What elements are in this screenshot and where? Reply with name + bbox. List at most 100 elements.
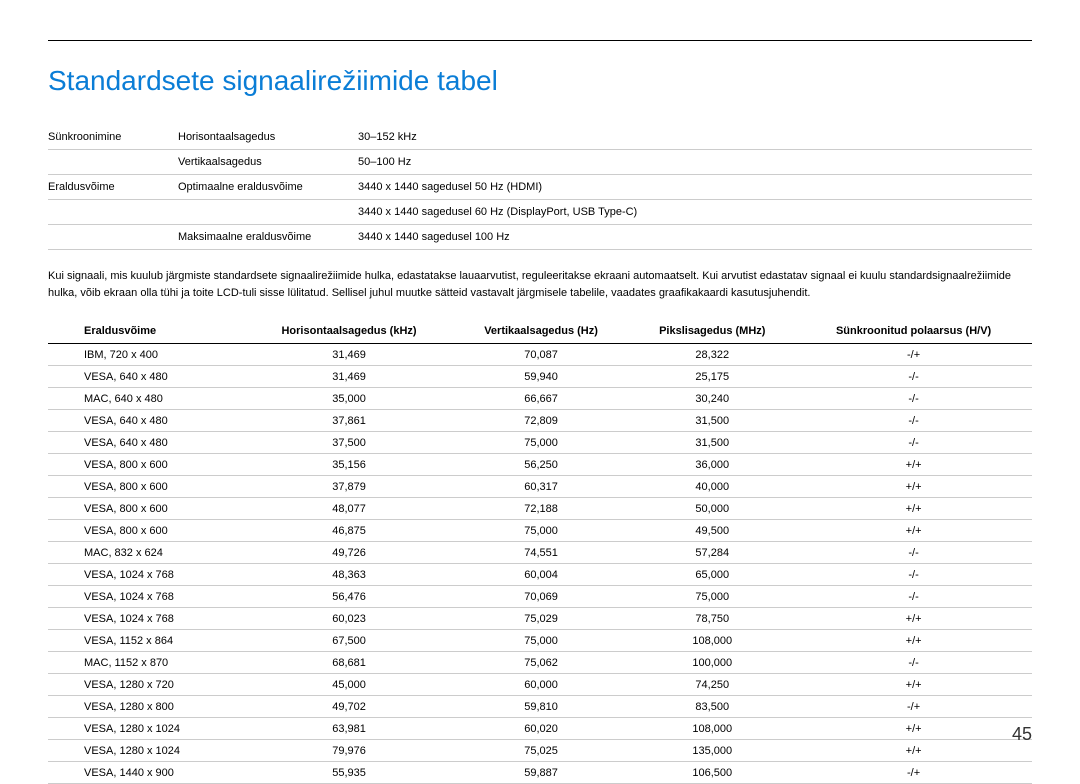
table-cell: 40,000	[629, 476, 795, 498]
table-cell: 56,476	[245, 586, 453, 608]
table-cell: -/+	[795, 344, 1032, 366]
table-cell: 79,976	[245, 740, 453, 762]
table-header: Vertikaalsagedus (Hz)	[453, 319, 630, 344]
table-row: VESA, 1280 x 72045,00060,00074,250+/+	[48, 674, 1032, 696]
table-cell: -/+	[795, 762, 1032, 784]
spec-cell-value: 3440 x 1440 sagedusel 100 Hz	[358, 225, 1032, 250]
table-cell: 70,069	[453, 586, 630, 608]
table-cell: VESA, 800 x 600	[48, 498, 245, 520]
spec-row: EraldusvõimeOptimaalne eraldusvõime3440 …	[48, 175, 1032, 200]
table-row: MAC, 640 x 48035,00066,66730,240-/-	[48, 388, 1032, 410]
table-cell: +/+	[795, 454, 1032, 476]
table-cell: 31,500	[629, 410, 795, 432]
table-cell: 78,750	[629, 608, 795, 630]
table-cell: 49,726	[245, 542, 453, 564]
table-cell: 45,000	[245, 674, 453, 696]
table-cell: VESA, 800 x 600	[48, 476, 245, 498]
table-cell: MAC, 1152 x 870	[48, 652, 245, 674]
spec-cell-label	[48, 225, 178, 250]
table-cell: 28,322	[629, 344, 795, 366]
table-cell: 83,500	[629, 696, 795, 718]
table-cell: 49,702	[245, 696, 453, 718]
spec-cell-value: 3440 x 1440 sagedusel 50 Hz (HDMI)	[358, 175, 1032, 200]
table-cell: VESA, 640 x 480	[48, 432, 245, 454]
table-cell: +/+	[795, 630, 1032, 652]
table-row: VESA, 1280 x 80049,70259,81083,500-/+	[48, 696, 1032, 718]
page-number: 45	[1012, 724, 1032, 745]
spec-cell-sublabel: Optimaalne eraldusvõime	[178, 175, 358, 200]
table-cell: +/+	[795, 608, 1032, 630]
table-row: VESA, 1024 x 76848,36360,00465,000-/-	[48, 564, 1032, 586]
table-cell: 35,000	[245, 388, 453, 410]
spec-cell-label	[48, 200, 178, 225]
table-cell: 66,667	[453, 388, 630, 410]
table-cell: -/-	[795, 410, 1032, 432]
table-cell: 72,188	[453, 498, 630, 520]
table-cell: 63,981	[245, 718, 453, 740]
table-cell: 75,000	[453, 520, 630, 542]
table-cell: -/-	[795, 652, 1032, 674]
table-cell: VESA, 640 x 480	[48, 366, 245, 388]
table-cell: 68,681	[245, 652, 453, 674]
table-cell: IBM, 720 x 400	[48, 344, 245, 366]
table-row: VESA, 1280 x 102479,97675,025135,000+/+	[48, 740, 1032, 762]
table-cell: 37,879	[245, 476, 453, 498]
table-cell: -/-	[795, 388, 1032, 410]
table-header: Eraldusvõime	[48, 319, 245, 344]
table-cell: +/+	[795, 498, 1032, 520]
table-cell: 46,875	[245, 520, 453, 542]
page-title: Standardsete signaalirežiimide tabel	[48, 65, 1032, 97]
table-row: VESA, 800 x 60048,07772,18850,000+/+	[48, 498, 1032, 520]
table-cell: 48,077	[245, 498, 453, 520]
table-cell: 30,240	[629, 388, 795, 410]
table-row: VESA, 800 x 60035,15656,25036,000+/+	[48, 454, 1032, 476]
table-cell: 100,000	[629, 652, 795, 674]
table-cell: 108,000	[629, 630, 795, 652]
table-row: VESA, 800 x 60046,87575,00049,500+/+	[48, 520, 1032, 542]
table-cell: VESA, 1280 x 800	[48, 696, 245, 718]
table-row: VESA, 1440 x 90055,93559,887106,500-/+	[48, 762, 1032, 784]
table-cell: VESA, 1280 x 1024	[48, 718, 245, 740]
spec-cell-value: 30–152 kHz	[358, 125, 1032, 150]
table-cell: 106,500	[629, 762, 795, 784]
table-cell: 57,284	[629, 542, 795, 564]
spec-cell-label	[48, 150, 178, 175]
spec-cell-label: Eraldusvõime	[48, 175, 178, 200]
table-cell: 60,023	[245, 608, 453, 630]
signal-modes-table: EraldusvõimeHorisontaalsagedus (kHz)Vert…	[48, 319, 1032, 784]
table-cell: 75,000	[453, 630, 630, 652]
table-cell: VESA, 1280 x 720	[48, 674, 245, 696]
table-cell: +/+	[795, 476, 1032, 498]
table-cell: 55,935	[245, 762, 453, 784]
table-cell: 75,029	[453, 608, 630, 630]
table-cell: 60,317	[453, 476, 630, 498]
table-cell: VESA, 800 x 600	[48, 454, 245, 476]
spec-row: Vertikaalsagedus50–100 Hz	[48, 150, 1032, 175]
spec-cell-sublabel: Vertikaalsagedus	[178, 150, 358, 175]
spec-cell-value: 3440 x 1440 sagedusel 60 Hz (DisplayPort…	[358, 200, 1032, 225]
table-cell: 60,000	[453, 674, 630, 696]
table-cell: 56,250	[453, 454, 630, 476]
table-cell: 49,500	[629, 520, 795, 542]
table-cell: VESA, 640 x 480	[48, 410, 245, 432]
table-cell: -/-	[795, 586, 1032, 608]
table-cell: 75,000	[453, 432, 630, 454]
table-cell: 31,469	[245, 344, 453, 366]
table-cell: VESA, 1024 x 768	[48, 608, 245, 630]
table-cell: 37,861	[245, 410, 453, 432]
table-row: VESA, 640 x 48031,46959,94025,175-/-	[48, 366, 1032, 388]
table-cell: 35,156	[245, 454, 453, 476]
table-row: VESA, 1152 x 86467,50075,000108,000+/+	[48, 630, 1032, 652]
table-row: VESA, 800 x 60037,87960,31740,000+/+	[48, 476, 1032, 498]
table-cell: 70,087	[453, 344, 630, 366]
spec-cell-sublabel: Maksimaalne eraldusvõime	[178, 225, 358, 250]
table-row: VESA, 1280 x 102463,98160,020108,000+/+	[48, 718, 1032, 740]
table-cell: 48,363	[245, 564, 453, 586]
spec-row: SünkroonimineHorisontaalsagedus30–152 kH…	[48, 125, 1032, 150]
table-cell: VESA, 1440 x 900	[48, 762, 245, 784]
table-cell: 59,887	[453, 762, 630, 784]
table-cell: 50,000	[629, 498, 795, 520]
table-cell: 37,500	[245, 432, 453, 454]
table-cell: VESA, 800 x 600	[48, 520, 245, 542]
table-row: MAC, 1152 x 87068,68175,062100,000-/-	[48, 652, 1032, 674]
